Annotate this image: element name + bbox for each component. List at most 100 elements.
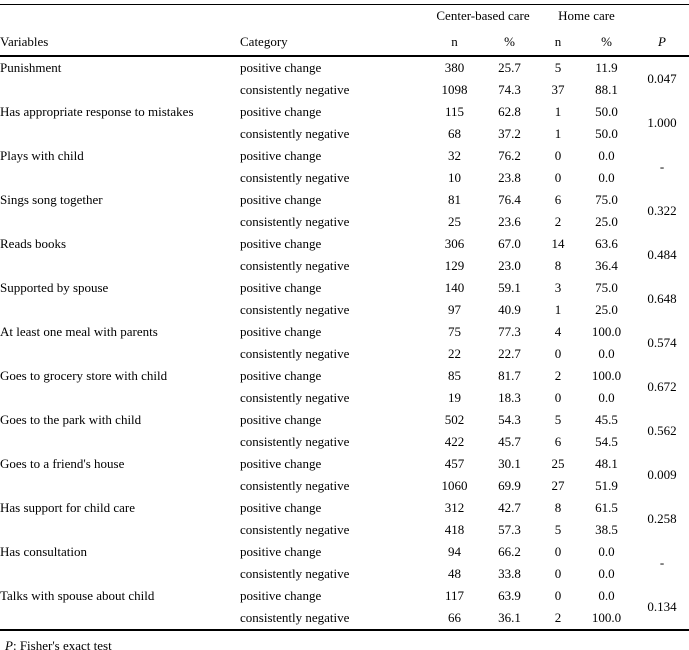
center-n-cell: 48 bbox=[448, 566, 461, 581]
center-pct-cell: 59.1 bbox=[498, 280, 521, 295]
p-value-cell: 0.134 bbox=[647, 599, 677, 614]
variable-cell: Plays with child bbox=[0, 148, 84, 163]
home-n-cell: 0 bbox=[554, 544, 562, 559]
center-n-cell: 97 bbox=[448, 302, 461, 317]
home-pct-cell: 100.0 bbox=[591, 368, 622, 383]
category-cell: positive change bbox=[240, 368, 322, 383]
p-value-cell: 0.009 bbox=[647, 467, 677, 482]
home-pct-cell: 75.0 bbox=[595, 280, 618, 295]
home-n-cell: 2 bbox=[554, 214, 562, 229]
center-n-cell: 312 bbox=[444, 500, 465, 515]
home-pct-cell: 50.0 bbox=[595, 126, 618, 141]
category-cell: positive change bbox=[240, 236, 322, 251]
header-spacer-variables bbox=[0, 5, 240, 28]
header-spacer-category bbox=[240, 5, 428, 28]
variable-cell: Sings song together bbox=[0, 192, 103, 207]
category-cell: consistently negative bbox=[240, 478, 350, 493]
category-cell: consistently negative bbox=[240, 126, 350, 141]
home-pct-cell: 75.0 bbox=[595, 192, 618, 207]
center-n-cell: 75 bbox=[448, 324, 461, 339]
table-row: Has appropriate response to mistakes posi… bbox=[0, 101, 689, 130]
center-pct-cell: 69.9 bbox=[498, 478, 521, 493]
center-pct-cell: 36.1 bbox=[498, 610, 521, 625]
table-row: Goes to a friend's house positive change 4… bbox=[0, 453, 689, 482]
home-n-cell: 6 bbox=[554, 192, 562, 207]
home-pct-cell: 0.0 bbox=[598, 148, 615, 163]
column-header-pct-center: % bbox=[481, 27, 538, 57]
table-row: consistently negative 25 23.6 2 25.0 bbox=[0, 211, 689, 233]
center-n-cell: 418 bbox=[444, 522, 465, 537]
home-n-cell: 4 bbox=[554, 324, 562, 339]
category-cell: consistently negative bbox=[240, 214, 350, 229]
home-pct-cell: 11.9 bbox=[595, 60, 618, 75]
category-cell: consistently negative bbox=[240, 82, 350, 97]
p-value-cell: - bbox=[659, 159, 665, 174]
category-cell: consistently negative bbox=[240, 434, 350, 449]
center-n-cell: 140 bbox=[444, 280, 465, 295]
p-value-cell: 0.672 bbox=[647, 379, 677, 394]
variable-cell: Supported by spouse bbox=[0, 280, 109, 295]
p-value-cell: 0.648 bbox=[647, 291, 677, 306]
footnote-p-symbol: P bbox=[5, 638, 13, 650]
category-cell: consistently negative bbox=[240, 258, 350, 273]
category-cell: consistently negative bbox=[240, 170, 350, 185]
variable-cell: Goes to the park with child bbox=[0, 412, 142, 427]
center-n-cell: 1060 bbox=[441, 478, 468, 493]
table-row: Plays with child positive change 32 76.2 0 0.… bbox=[0, 145, 689, 174]
home-n-cell: 1 bbox=[554, 126, 562, 141]
paper-table-page: Center-based care Home care Variables Ca… bbox=[0, 4, 689, 650]
center-pct-cell: 63.9 bbox=[498, 588, 521, 603]
fisher-test-table: Center-based care Home care Variables Ca… bbox=[0, 4, 689, 631]
center-pct-cell: 22.7 bbox=[498, 346, 521, 361]
center-n-cell: 81 bbox=[448, 192, 461, 207]
home-n-cell: 8 bbox=[554, 500, 562, 515]
center-pct-cell: 30.1 bbox=[498, 456, 521, 471]
group-header-row: Center-based care Home care bbox=[0, 5, 689, 28]
center-n-cell: 68 bbox=[448, 126, 461, 141]
table-row: Punishment positive change 380 25.7 5 11.9 0.0… bbox=[0, 56, 689, 86]
table-row: consistently negative 418 57.3 5 38.5 bbox=[0, 519, 689, 541]
table-row: consistently negative 1060 69.9 27 51.9 bbox=[0, 475, 689, 497]
home-n-cell: 5 bbox=[554, 522, 562, 537]
p-value-cell: 0.562 bbox=[647, 423, 677, 438]
center-pct-cell: 76.2 bbox=[498, 148, 521, 163]
column-header-category: Category bbox=[240, 27, 428, 57]
center-pct-cell: 67.0 bbox=[498, 236, 521, 251]
home-n-cell: 0 bbox=[554, 588, 562, 603]
center-n-cell: 380 bbox=[444, 60, 465, 75]
group-header-center-based-care: Center-based care bbox=[436, 8, 530, 23]
center-n-cell: 22 bbox=[448, 346, 461, 361]
column-header-n-home: n bbox=[538, 27, 578, 57]
p-value-cell: 0.322 bbox=[647, 203, 677, 218]
home-n-cell: 37 bbox=[551, 82, 565, 97]
category-cell: positive change bbox=[240, 324, 322, 339]
center-n-cell: 25 bbox=[448, 214, 461, 229]
category-cell: positive change bbox=[240, 588, 322, 603]
center-n-cell: 1098 bbox=[441, 82, 468, 97]
p-value-cell: 0.484 bbox=[647, 247, 677, 262]
category-cell: positive change bbox=[240, 60, 322, 75]
center-n-cell: 422 bbox=[444, 434, 465, 449]
center-n-cell: 94 bbox=[448, 544, 461, 559]
table-row: consistently negative 68 37.2 1 50.0 bbox=[0, 123, 689, 145]
center-n-cell: 115 bbox=[444, 104, 465, 119]
center-pct-cell: 23.6 bbox=[498, 214, 521, 229]
category-cell: consistently negative bbox=[240, 566, 350, 581]
home-pct-cell: 48.1 bbox=[595, 456, 618, 471]
category-cell: positive change bbox=[240, 412, 322, 427]
table-row: Reads books positive change 306 67.0 14 63.6 0… bbox=[0, 233, 689, 262]
home-n-cell: 2 bbox=[554, 610, 562, 625]
center-pct-cell: 54.3 bbox=[498, 412, 521, 427]
category-cell: positive change bbox=[240, 104, 322, 119]
variable-cell: At least one meal with parents bbox=[0, 324, 158, 339]
variable-cell: Talks with spouse about child bbox=[0, 588, 155, 603]
column-header-variables: Variables bbox=[0, 27, 240, 57]
center-n-cell: 306 bbox=[444, 236, 465, 251]
table-row: consistently negative 10 23.8 0 0.0 bbox=[0, 167, 689, 189]
table-row: Goes to grocery store with child positive… bbox=[0, 365, 689, 394]
variable-cell: Has consultation bbox=[0, 544, 88, 559]
category-cell: positive change bbox=[240, 544, 322, 559]
table-row: consistently negative 22 22.7 0 0.0 bbox=[0, 343, 689, 365]
home-n-cell: 27 bbox=[551, 478, 565, 493]
variable-cell: Reads books bbox=[0, 236, 67, 251]
